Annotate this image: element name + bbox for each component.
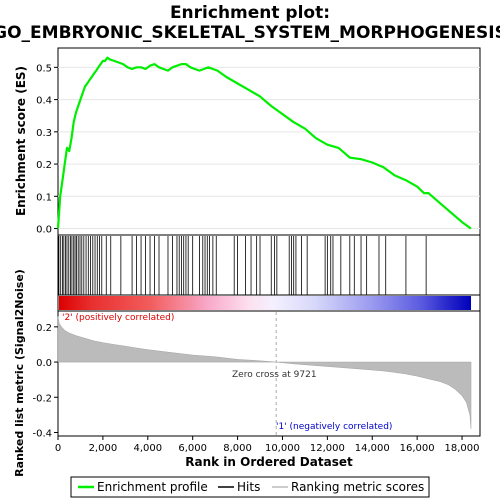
metric-y-tick-label: 0.2 (36, 323, 52, 334)
title-line1: Enrichment plot: (170, 3, 330, 23)
hits-panel-frame (57, 234, 481, 296)
es-y-tick-label: 0.3 (36, 128, 52, 139)
hit-marks (58, 236, 427, 295)
x-tick-label: 14,000 (355, 443, 390, 454)
x-tick-label: 12,000 (310, 443, 345, 454)
rank-color-bar (59, 296, 472, 310)
legend-label-metric: Ranking metric scores (291, 480, 424, 494)
x-tick-label: 10,000 (265, 443, 300, 454)
enrichment-profile-line (56, 56, 472, 230)
legend-label-hits: Hits (237, 480, 260, 494)
legend-label-enrichment: Enrichment profile (97, 480, 208, 494)
x-tick-label: 8,000 (223, 443, 252, 454)
metric-y-label: Ranked list metric (Signal2Noise) (13, 269, 26, 477)
x-axis-label: Rank in Ordered Dataset (185, 455, 353, 469)
title-line2: GO_EMBRYONIC_SKELETAL_SYSTEM_MORPHOGENES… (0, 23, 500, 43)
es-y-label: Enrichment score (ES) (14, 66, 28, 216)
es-y-tick-label: 0.5 (36, 63, 52, 74)
x-tick-label: 2,000 (89, 443, 118, 454)
metric-y-tick-label: -0.2 (32, 393, 52, 404)
x-tick-label: 18,000 (445, 443, 480, 454)
es-panel-frame (57, 47, 481, 236)
negative-label: '1' (negatively correlated) (276, 422, 392, 432)
es-y-tick-label: 0.4 (36, 96, 52, 107)
legend-box (70, 476, 430, 498)
metric-y-ticks: 0.2 0.0 -0.2 -0.4 (32, 323, 58, 439)
metric-area-layer (57, 312, 472, 435)
es-y-tick-label: 0.0 (36, 225, 52, 236)
es-line-layer (56, 56, 472, 230)
rank-color-bar-fill (59, 296, 472, 310)
es-y-tick-label: 0.2 (36, 160, 52, 171)
metric-y-tick-label: 0.0 (36, 358, 52, 369)
x-tick-label: 6,000 (178, 443, 207, 454)
x-tick-label: 4,000 (133, 443, 162, 454)
x-tick-label: 0 (55, 443, 61, 454)
metric-y-tick-label: -0.4 (32, 428, 52, 439)
es-y-tick-label: 0.1 (36, 192, 52, 203)
positive-label: '2' (positively correlated) (62, 313, 174, 323)
es-y-ticks: 0.0 0.1 0.2 0.3 0.4 0.5 (36, 63, 58, 236)
ranking-metric-area (57, 316, 472, 430)
x-tick-label: 16,000 (400, 443, 435, 454)
x-ticks: 0 2,000 4,000 6,000 8,000 10,000 12,000 14,000 1… (55, 436, 480, 454)
zero-cross-label: Zero cross at 9721 (232, 370, 317, 380)
